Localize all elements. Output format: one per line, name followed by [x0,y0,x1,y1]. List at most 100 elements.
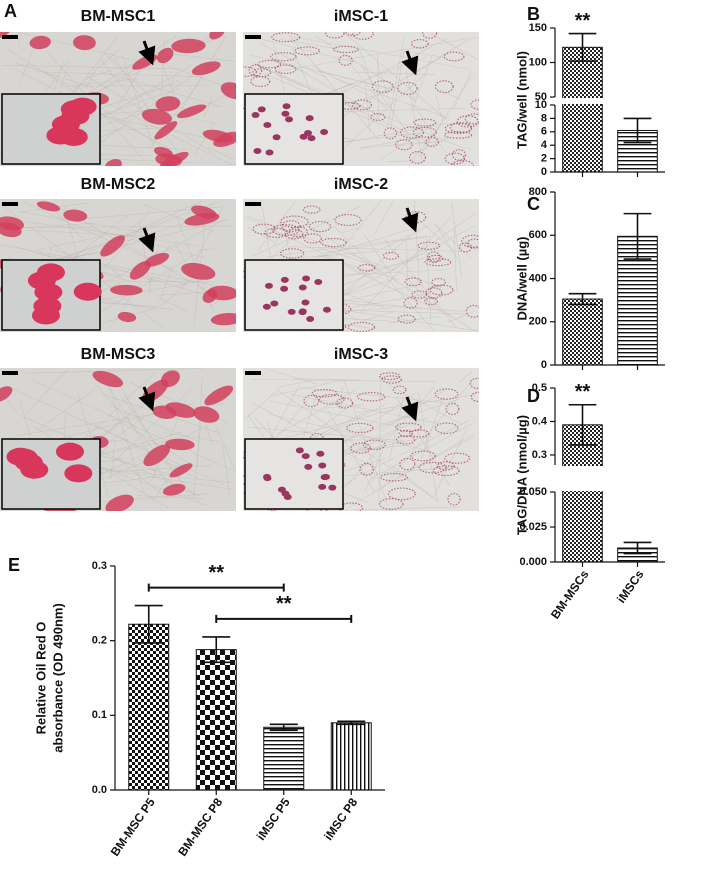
inset-cell [307,135,316,142]
inset-cell [9,448,38,467]
error-bar [202,636,231,664]
fiber [360,419,471,476]
inset-cell [304,129,313,136]
cell [320,237,347,248]
cell [387,487,416,501]
cell [281,220,301,233]
inset-cell [272,134,281,141]
cell [362,439,386,451]
fiber [279,38,338,50]
cell [461,234,479,248]
fiber [289,64,378,116]
error-bar [623,541,652,555]
cell [424,297,438,306]
inset-cell [262,303,271,310]
panel-label: B [527,4,540,24]
significance: ** [276,593,292,615]
panel-label: A [4,1,17,21]
bar [562,46,603,173]
cell [399,126,425,139]
cell [280,215,309,229]
cell [444,152,466,165]
y-axis-label: absorbance (OD 490nm) [50,603,65,753]
cell [0,386,13,403]
inset-cell [295,447,304,454]
cell [184,212,220,226]
cell [271,32,301,43]
inset-cell [316,450,325,457]
fiber [111,268,122,279]
fiber [196,377,203,468]
cell [422,32,438,39]
y-tick-label: 0.3 [532,449,547,461]
y-tick-label: 150 [529,22,547,34]
micrograph [243,368,479,511]
error-bar [568,403,597,446]
fiber [193,123,216,155]
arrow [401,50,419,76]
inset-cell [321,473,330,480]
fiber [381,224,431,250]
fiber [34,235,106,251]
fiber [448,311,475,323]
cell [252,223,276,235]
cell [434,422,459,435]
fiber [19,211,154,235]
y-tick-label: 200 [529,316,547,328]
micrograph [0,368,236,511]
fiber [257,200,296,252]
y-tick-label: 4 [541,139,548,151]
cell [436,461,455,471]
cell [156,47,174,64]
fiber [315,35,417,102]
inset-cell [306,315,315,322]
cell [141,108,173,125]
inset-cell [281,490,290,497]
cell [250,76,271,88]
fiber [288,34,380,141]
fiber [364,449,384,492]
cell [429,284,454,296]
fiber [2,64,180,70]
arrow [138,40,156,66]
image-title: BM-MSC1 [81,8,156,25]
inset-cell [264,282,273,289]
cell [338,502,364,511]
panel-label: C [527,194,540,214]
fiber [345,58,387,110]
fiber [18,33,21,47]
scale-bar [245,371,261,375]
fiber [405,70,423,163]
cell [144,252,170,267]
fiber [157,297,191,314]
x-tick-label: iMSC P8 [321,795,360,843]
fiber [364,83,371,133]
fiber [163,432,220,442]
comparison-bracket [147,583,285,592]
arrow [138,386,156,412]
cell [382,251,399,260]
y-tick-label: 2 [541,153,547,165]
y-tick-label: 0.5 [532,382,547,394]
inset [244,259,344,331]
inset [244,438,344,510]
image-title: iMSC-1 [334,8,388,25]
cell [359,462,374,476]
fiber [23,229,152,237]
y-tick-label: 10 [535,99,547,111]
inset-cell [320,128,329,135]
cell [447,492,461,506]
inset-cell [257,106,266,113]
fiber [99,57,133,101]
inset-cell [318,462,327,469]
fiber [247,226,275,243]
fiber [46,73,233,166]
cell [345,32,361,37]
cell [469,377,479,389]
cell [303,394,320,408]
cell [397,81,418,95]
arrow [138,227,156,253]
fiber [434,223,472,258]
x-tick-label: BM-MSC P8 [175,795,225,858]
bar [330,722,372,791]
